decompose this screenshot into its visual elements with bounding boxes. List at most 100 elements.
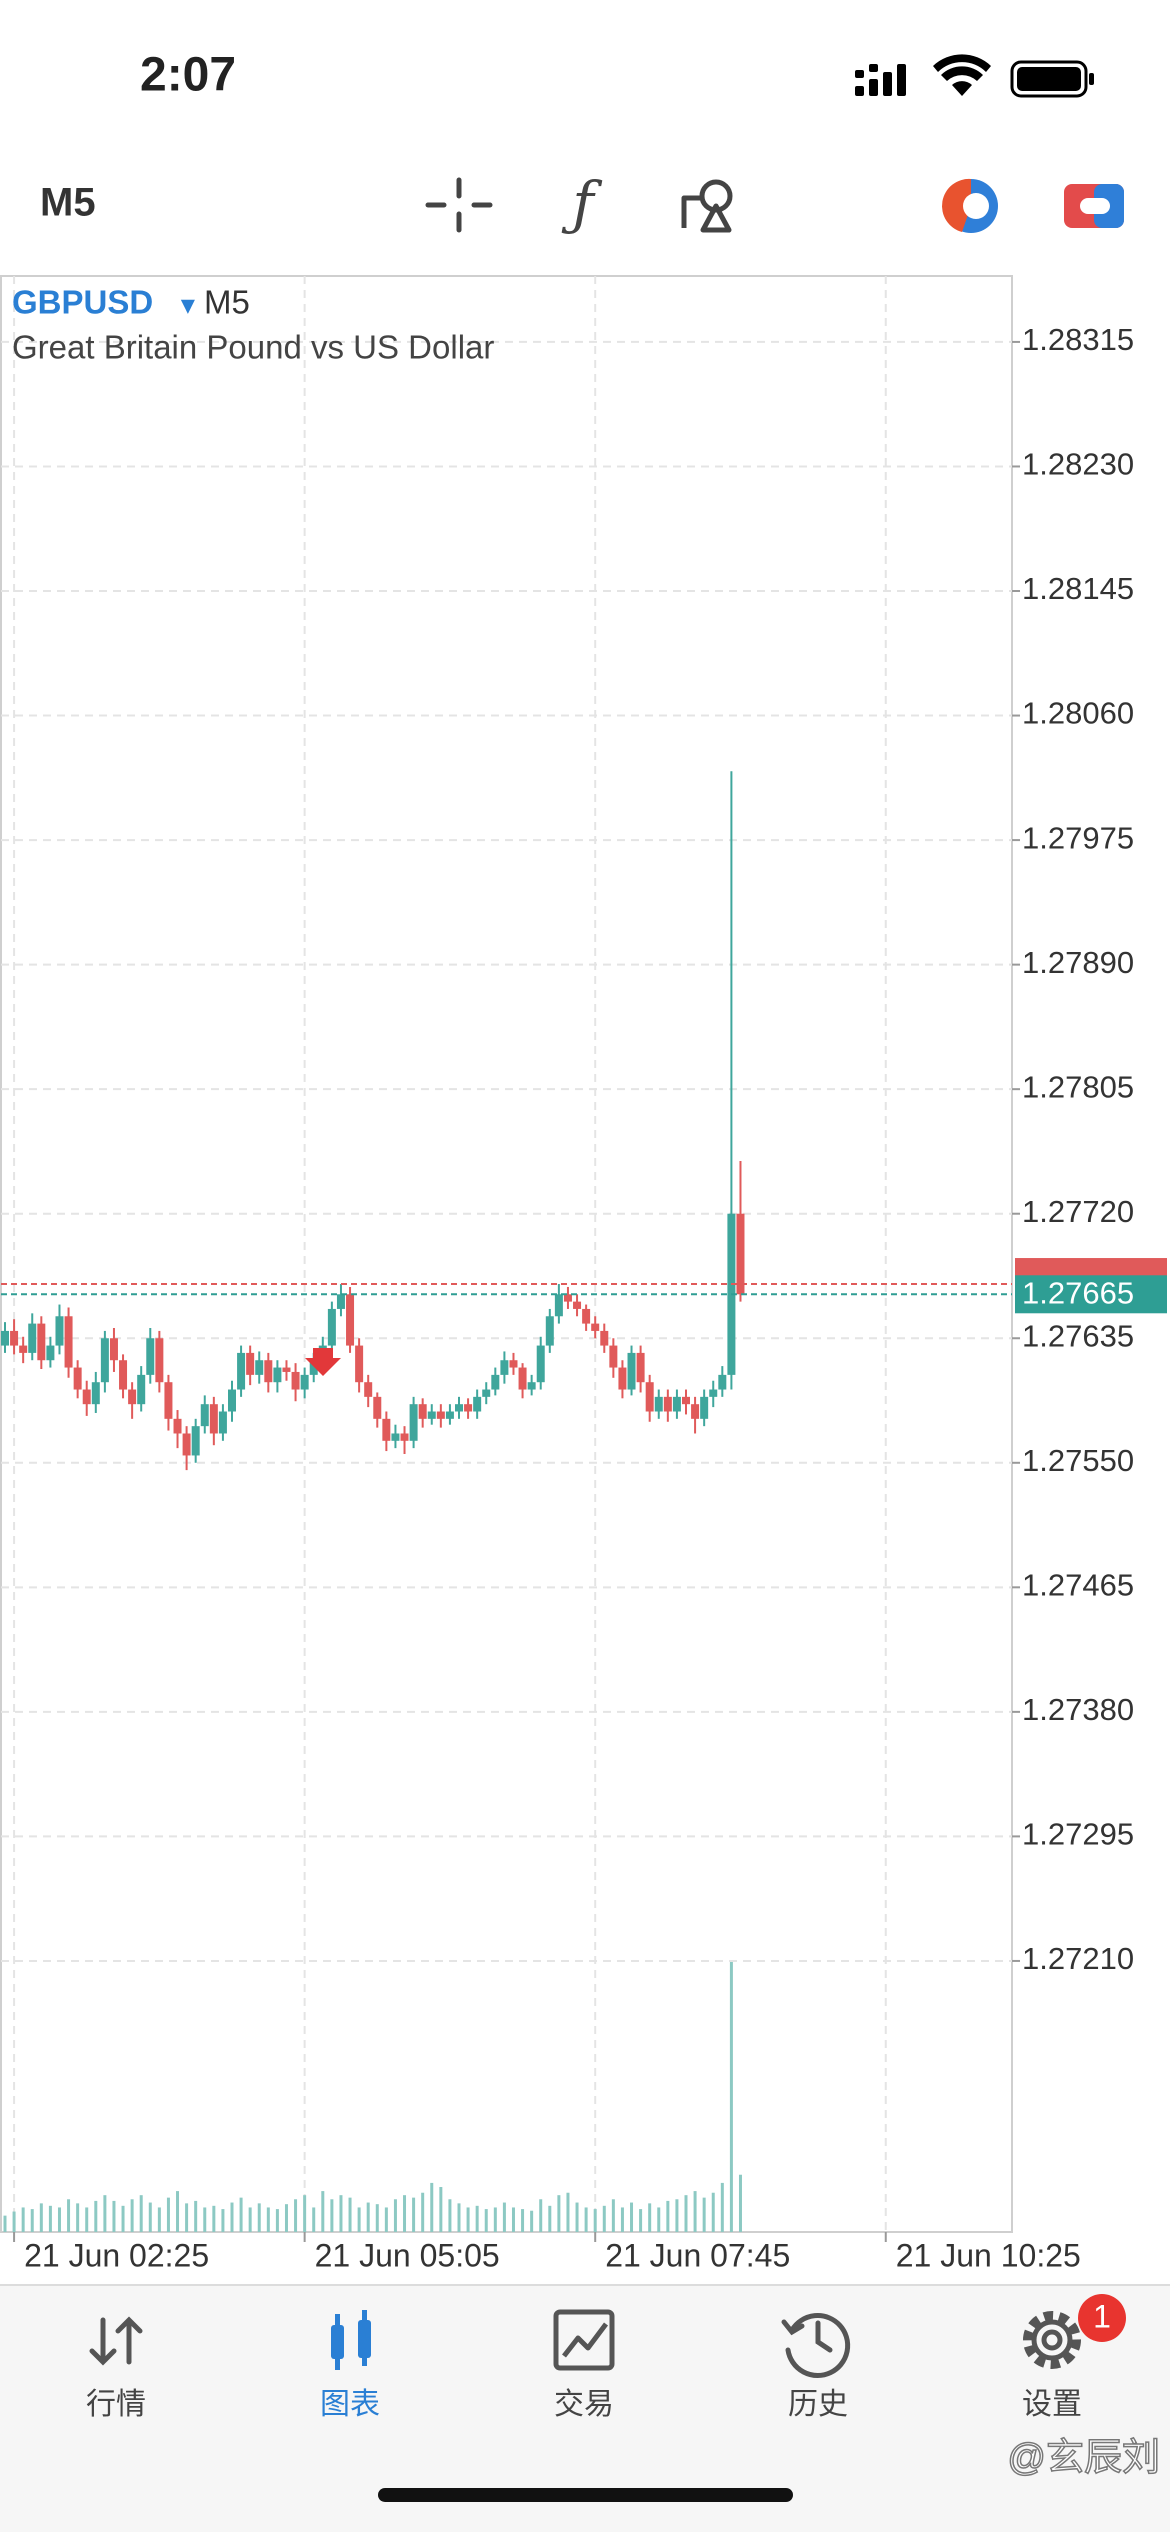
candle-body — [100, 1338, 109, 1383]
volume-bar — [321, 2191, 325, 2232]
chart-icon[interactable] — [331, 2310, 371, 2370]
one-click-button[interactable] — [942, 178, 998, 233]
volume-bar — [630, 2202, 634, 2232]
volume-bar — [166, 2197, 170, 2232]
candle-body — [582, 1308, 591, 1324]
y-tick-label: 1.27890 — [1022, 945, 1134, 980]
candle-body — [46, 1345, 55, 1361]
candle-body — [300, 1374, 309, 1390]
candle-body — [327, 1308, 336, 1346]
candle-body — [155, 1338, 164, 1383]
candle-body — [91, 1382, 100, 1405]
volume-bar — [148, 2202, 152, 2232]
candle-body — [600, 1330, 609, 1346]
tab-label[interactable]: 历史 — [788, 2388, 848, 2421]
candle-body — [627, 1352, 636, 1390]
candle-body — [709, 1389, 718, 1397]
y-tick-label: 1.27295 — [1022, 1817, 1134, 1852]
candle-body — [563, 1294, 572, 1302]
plot-frame — [0, 275, 1013, 2233]
candle-body — [482, 1389, 491, 1397]
candle-body — [373, 1396, 382, 1419]
candle-body — [200, 1404, 209, 1427]
plot: 1.28315 1.28230 1.28145 1.28060 1.27975 1.278… — [1, 276, 1167, 2273]
candle-body — [418, 1404, 427, 1419]
volume-bar — [57, 2207, 61, 2232]
candle-body — [173, 1418, 182, 1434]
candle-body — [64, 1316, 73, 1368]
history-icon[interactable] — [781, 2313, 851, 2378]
volume-bar — [448, 2199, 452, 2232]
volume-bar — [212, 2205, 216, 2232]
volume-bar — [330, 2199, 334, 2232]
volume-bar — [475, 2205, 479, 2232]
candle-body — [282, 1367, 291, 1372]
settings-icon[interactable] — [1023, 2311, 1081, 2369]
candle-body — [119, 1360, 128, 1390]
volume-bar — [575, 2202, 579, 2232]
volume-bar — [339, 2195, 343, 2232]
candle-body — [645, 1382, 654, 1412]
volume-bar — [648, 2203, 652, 2232]
candle-body — [445, 1411, 454, 1419]
crosshair-button[interactable] — [425, 177, 493, 233]
volume-bar — [348, 2197, 352, 2232]
y-tick-label: 1.27550 — [1022, 1443, 1134, 1478]
volume-bar — [230, 2202, 234, 2232]
tab-label[interactable]: 设置 — [1022, 2388, 1082, 2421]
quotes-icon[interactable] — [89, 2316, 143, 2366]
volume-bar — [275, 2209, 279, 2232]
candle-body — [137, 1374, 146, 1405]
candle-body — [128, 1389, 137, 1405]
bid-label-box — [1015, 1275, 1167, 1314]
tab-labels: 行情 图表 交易 历史 设置 — [86, 2388, 1082, 2421]
watermark: @玄辰刘 — [1007, 2437, 1160, 2479]
symbol[interactable]: GBPUSD — [12, 284, 153, 321]
volume-bar — [584, 2207, 588, 2232]
volume-bar — [248, 2207, 252, 2232]
y-tick-label: 1.28230 — [1022, 447, 1134, 482]
volume-bar — [711, 2192, 715, 2232]
indicators-button[interactable]: ƒ — [561, 169, 603, 237]
candle-body — [336, 1294, 345, 1309]
tab-label[interactable]: 交易 — [554, 2388, 614, 2421]
candle-body — [218, 1411, 227, 1434]
candle-body — [464, 1404, 473, 1412]
volume-bar — [384, 2207, 388, 2232]
candle-body — [636, 1352, 645, 1383]
volume-bar — [194, 2200, 198, 2232]
tab-label[interactable]: 图表 — [320, 2388, 380, 2421]
volume-bar — [602, 2205, 606, 2232]
badge-count: 1 — [1093, 2298, 1111, 2334]
volume-bar — [257, 2203, 261, 2232]
candle-body — [491, 1374, 500, 1390]
volume-bar — [294, 2199, 298, 2232]
candle-body — [264, 1360, 273, 1383]
x-tick-label: 21 Jun 02:25 — [24, 2237, 209, 2273]
objects-button[interactable] — [681, 179, 733, 233]
candle-body — [28, 1323, 37, 1353]
candle-body — [663, 1396, 672, 1412]
candle-body — [246, 1352, 255, 1375]
volume-bar — [430, 2182, 434, 2232]
candle-body — [573, 1301, 582, 1309]
candle-body — [1, 1330, 9, 1346]
candle-body — [37, 1323, 46, 1361]
candle-body — [609, 1345, 618, 1368]
trade-button[interactable] — [1064, 184, 1124, 228]
volume-bar — [203, 2207, 207, 2232]
candle-body — [518, 1367, 527, 1390]
volume-bar — [530, 2210, 534, 2232]
candle-body — [355, 1345, 364, 1383]
volume-bar — [502, 2202, 506, 2232]
toolbar-timeframe[interactable]: M5 — [40, 181, 96, 225]
tab-label[interactable]: 行情 — [86, 2388, 146, 2421]
trade-icon[interactable] — [553, 2309, 615, 2371]
symbol-dropdown[interactable]: ▼ — [176, 292, 200, 319]
volume-bar — [21, 2207, 25, 2232]
volume-bar — [657, 2207, 661, 2232]
volume-bar — [103, 2195, 107, 2232]
y-tick-label: 1.28060 — [1022, 696, 1134, 731]
volume-bar — [157, 2207, 161, 2232]
